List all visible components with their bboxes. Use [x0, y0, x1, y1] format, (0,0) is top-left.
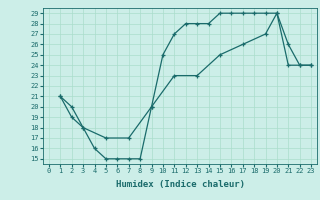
- X-axis label: Humidex (Indice chaleur): Humidex (Indice chaleur): [116, 180, 244, 189]
